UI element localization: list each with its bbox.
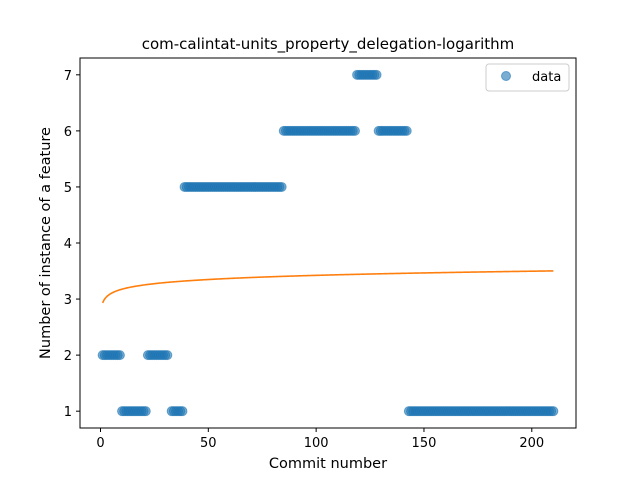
x-tick-label: 50	[200, 436, 217, 451]
axes: 0 50 100 150 200 1 2 3 4 5 6 7	[64, 57, 577, 451]
data-point	[371, 69, 382, 80]
x-axis-label: Commit number	[269, 456, 387, 472]
data-point	[276, 181, 287, 192]
data-point	[401, 125, 412, 136]
data-point	[162, 350, 173, 361]
x-tick-label: 0	[96, 436, 104, 451]
chart-title: com-calintat-units_property_delegation-l…	[142, 35, 515, 54]
fit-line	[101, 270, 554, 304]
y-tick-label: 1	[64, 405, 72, 420]
y-tick-label: 6	[64, 125, 72, 140]
legend: data	[485, 63, 570, 92]
x-tick-label: 200	[519, 436, 544, 451]
legend-label-data: data	[532, 70, 561, 85]
x-tick-label: 100	[304, 436, 329, 451]
y-tick-label: 5	[64, 181, 72, 196]
x-tick-label: 150	[412, 436, 437, 451]
legend-marker-data	[501, 71, 511, 81]
y-tick-label: 7	[64, 69, 72, 84]
y-tick-label: 3	[64, 293, 72, 308]
data-point	[349, 125, 360, 136]
data-point	[177, 406, 188, 417]
plot-area	[97, 69, 559, 417]
data-point	[548, 406, 559, 417]
data-point	[140, 406, 151, 417]
y-axis-label: Number of instance of a feature	[38, 127, 54, 359]
y-tick-label: 2	[64, 349, 72, 364]
legend-box	[485, 63, 570, 92]
y-tick-label: 4	[64, 237, 72, 252]
data-point	[114, 350, 125, 361]
